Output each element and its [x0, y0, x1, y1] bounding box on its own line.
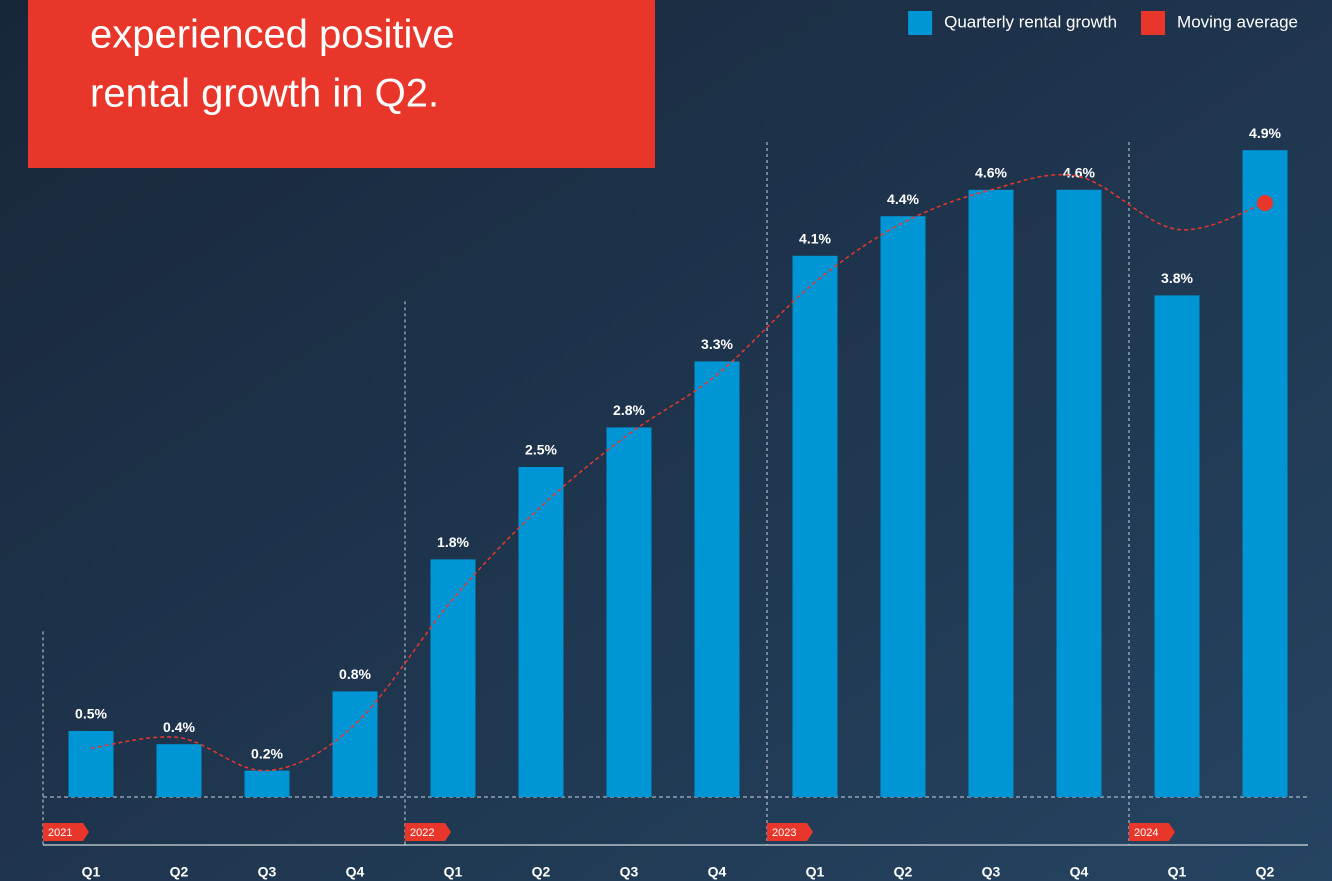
bar [694, 361, 740, 797]
year-tag [1129, 823, 1175, 841]
x-tick-label: Q3 [258, 864, 277, 880]
moving-average-line [90, 173, 1266, 772]
x-tick-label: Q3 [982, 864, 1001, 880]
x-tick-label: Q2 [170, 864, 189, 880]
bar [880, 216, 926, 797]
x-tick-label: Q2 [1256, 864, 1275, 880]
year-tag [767, 823, 813, 841]
data-label: 4.6% [1063, 165, 1095, 181]
bar [1242, 150, 1288, 797]
year-label: 2023 [772, 827, 796, 839]
x-tick-label: Q1 [806, 864, 825, 880]
bar [244, 770, 290, 797]
title-box [28, 0, 655, 168]
bar [518, 467, 564, 797]
year-tag [405, 823, 451, 841]
bar [156, 744, 202, 797]
title-line: rental growth in Q2. [90, 72, 439, 116]
data-label: 0.2% [251, 745, 283, 761]
bar [430, 559, 476, 797]
year-label: 2024 [1134, 827, 1158, 839]
data-label: 0.4% [163, 719, 195, 735]
legend-label: Moving average [1177, 12, 1298, 31]
x-tick-label: Q1 [1168, 864, 1187, 880]
data-label: 0.8% [339, 666, 371, 682]
x-tick-label: Q3 [620, 864, 639, 880]
year-label: 2021 [48, 827, 72, 839]
bar [606, 427, 652, 797]
data-label: 0.5% [75, 706, 107, 722]
bar [1154, 295, 1200, 797]
bar [1056, 189, 1102, 798]
bar [968, 189, 1014, 798]
data-label: 2.5% [525, 442, 557, 458]
moving-average-point [1257, 195, 1273, 211]
data-label: 1.8% [437, 534, 469, 550]
data-label: 4.9% [1249, 125, 1281, 141]
title-line: experienced positive [90, 13, 455, 57]
x-tick-label: Q2 [532, 864, 551, 880]
x-tick-label: Q4 [1070, 864, 1089, 880]
legend-swatch [908, 11, 933, 35]
x-tick-label: Q1 [444, 864, 463, 880]
data-label: 4.4% [887, 191, 919, 207]
legend-swatch [1141, 11, 1166, 35]
data-label: 4.6% [975, 165, 1007, 181]
data-label: 3.8% [1161, 270, 1193, 286]
legend-label: Quarterly rental growth [944, 12, 1117, 31]
year-tag [43, 823, 89, 841]
x-tick-label: Q4 [708, 864, 727, 880]
x-tick-label: Q2 [894, 864, 913, 880]
bar [332, 691, 378, 797]
bar [68, 731, 114, 797]
x-tick-label: Q4 [346, 864, 365, 880]
data-label: 3.3% [701, 336, 733, 352]
year-label: 2022 [410, 827, 434, 839]
data-label: 4.1% [799, 231, 831, 247]
bar [792, 255, 838, 798]
x-tick-label: Q1 [82, 864, 101, 880]
data-label: 2.8% [613, 402, 645, 418]
